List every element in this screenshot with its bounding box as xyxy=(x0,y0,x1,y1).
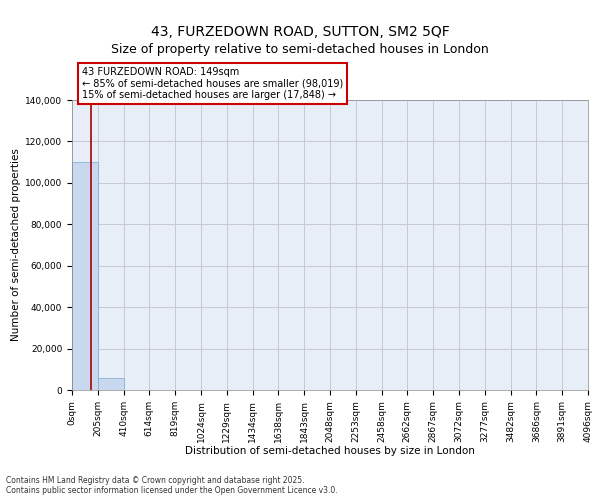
Y-axis label: Number of semi-detached properties: Number of semi-detached properties xyxy=(11,148,21,342)
X-axis label: Distribution of semi-detached houses by size in London: Distribution of semi-detached houses by … xyxy=(185,446,475,456)
Bar xyxy=(72,162,98,390)
Text: 43, FURZEDOWN ROAD, SUTTON, SM2 5QF: 43, FURZEDOWN ROAD, SUTTON, SM2 5QF xyxy=(151,26,449,40)
Bar xyxy=(98,378,124,390)
Text: Size of property relative to semi-detached houses in London: Size of property relative to semi-detach… xyxy=(111,44,489,57)
Text: 43 FURZEDOWN ROAD: 149sqm
← 85% of semi-detached houses are smaller (98,019)
15%: 43 FURZEDOWN ROAD: 149sqm ← 85% of semi-… xyxy=(82,67,344,100)
Text: Contains HM Land Registry data © Crown copyright and database right 2025.
Contai: Contains HM Land Registry data © Crown c… xyxy=(6,476,338,495)
